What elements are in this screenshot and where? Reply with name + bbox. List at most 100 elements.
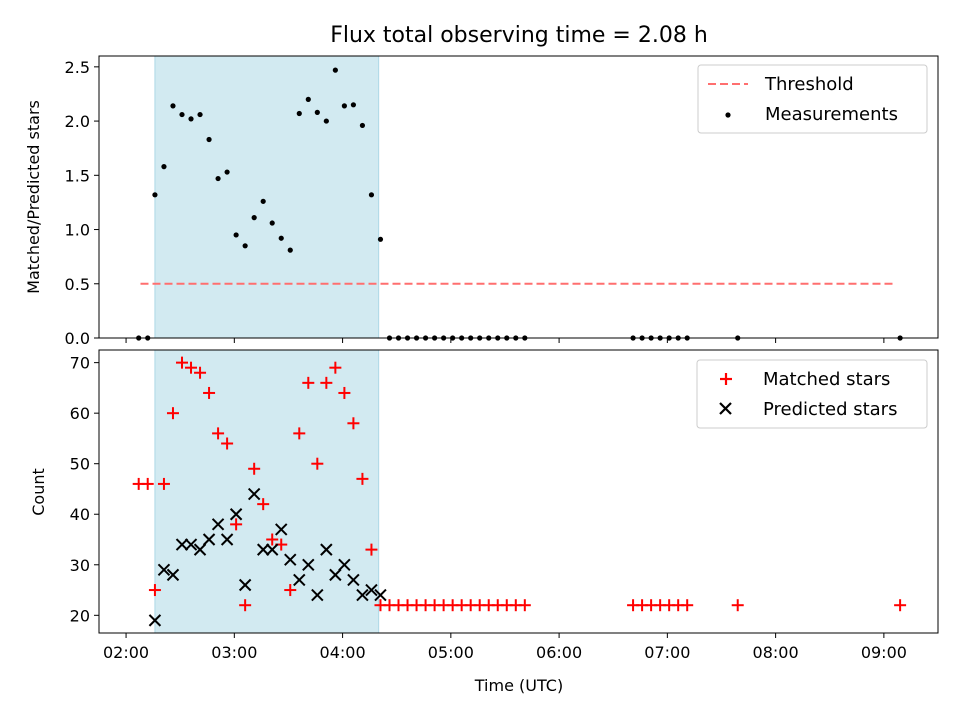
y-tick-label: 2.0 [65,112,90,131]
matched-star-point [248,462,261,475]
bottom-panel: 20 30 40 50 60 70 02:00 03:00 04:00 05:00 06:00 07… [29,349,939,695]
matched-star-point [681,599,694,612]
x-tick-label: 03:00 [211,643,257,662]
matched-star-point [266,533,279,546]
x-axis-label: Time (UTC) [474,676,563,695]
matched-legend-swatch [720,373,732,385]
measurement-point [287,247,293,253]
measurement-point [242,243,248,249]
predicted-star-point [302,558,315,571]
matched-star-point [894,599,907,612]
matched-star-point [194,366,207,379]
top-observing-span [154,55,380,339]
measurement-point [359,122,366,129]
threshold-legend-label: Threshold [764,74,854,95]
matched-star-point [302,376,315,389]
matched-star-point [141,477,154,490]
measurement-point [278,235,284,241]
matched-star-point [257,498,270,511]
matched-star-point [239,599,252,612]
matched-star-point [731,599,744,612]
bottom-star-count-points [132,356,907,627]
top-legend: Threshold Measurements [697,64,928,134]
measurement-point [179,111,185,118]
matched-star-point [356,472,369,485]
predicted-star-point [338,558,351,571]
measurement-point [233,232,239,238]
y-tick-label: 2.5 [65,58,90,77]
top-legend-box [697,64,928,134]
observing-span-band [154,55,380,339]
predicted-star-point [175,538,189,551]
y-tick-label: 0.5 [65,275,90,294]
predicted-star-point [229,508,243,521]
predicted-star-point [374,588,387,602]
predicted-star-point [157,563,171,577]
predicted-star-point [284,553,297,566]
predicted-star-point [275,523,288,536]
bottom-legend: Matched stars Predicted stars [696,359,928,429]
x-tick-label: 06:00 [536,643,582,662]
measurement-point [368,192,375,198]
predicted-star-point [238,578,252,592]
matched-star-point [185,361,198,374]
predicted-star-point [193,543,207,556]
matched-legend-label: Matched stars [763,369,890,390]
predicted-star-point [166,568,180,582]
matched-star-point [311,457,324,470]
measurement-point [161,164,167,170]
matched-star-point [293,427,306,440]
predicted-star-point [320,543,333,556]
predicted-legend-label: Predicted stars [763,399,897,420]
bottom-y-axis-label: Count [29,468,48,516]
measurement-point [314,109,320,115]
y-tick-label: 1.0 [65,221,90,240]
measurement-point [350,102,357,108]
bottom-observing-span [154,349,380,634]
matched-star-point [230,518,243,531]
predicted-star-point [266,543,279,556]
matched-star-point [203,386,216,399]
y-tick-label: 30 [70,556,90,575]
top-measurement-points [136,67,903,341]
predicted-star-point [211,518,225,531]
predicted-star-point [365,583,378,597]
matched-star-point [329,361,342,374]
matched-star-point [212,427,225,440]
observing-span-band [154,349,380,634]
predicted-star-point [247,487,261,501]
matched-star-point [157,477,170,490]
measurement-point [377,236,384,242]
matched-star-point [284,584,297,597]
x-tick-label: 07:00 [644,643,690,662]
measurements-legend-label: Measurements [765,104,898,125]
matched-star-point [347,417,360,430]
measurement-point [341,103,347,109]
predicted-star-point [184,538,198,551]
x-tick-label: 04:00 [320,643,366,662]
measurement-point [323,118,329,124]
predicted-star-point [356,588,369,602]
measurement-point [224,169,230,175]
predicted-star-point [347,573,360,587]
matched-star-point [175,356,188,369]
measurement-point [206,136,212,143]
predicted-star-point [329,568,342,582]
measurement-point [332,67,338,73]
x-tick-label: 09:00 [861,643,907,662]
chart-title: Flux total observing time = 2.08 h [330,23,708,48]
y-tick-label: 70 [70,354,90,373]
measurement-point [188,116,194,122]
y-tick-label: 0.0 [65,329,90,348]
matched-star-point [166,407,179,420]
matched-star-point [148,584,161,597]
predicted-star-point [220,533,234,546]
y-tick-label: 60 [70,404,90,423]
y-tick-label: 50 [70,455,90,474]
measurement-point [215,175,221,182]
bottom-x-axis-ticks: 02:00 03:00 04:00 05:00 06:00 07:00 08:00 09:00 [103,633,907,662]
measurement-point [296,110,302,117]
y-tick-label: 1.5 [65,166,90,185]
x-tick-label: 02:00 [103,643,149,662]
